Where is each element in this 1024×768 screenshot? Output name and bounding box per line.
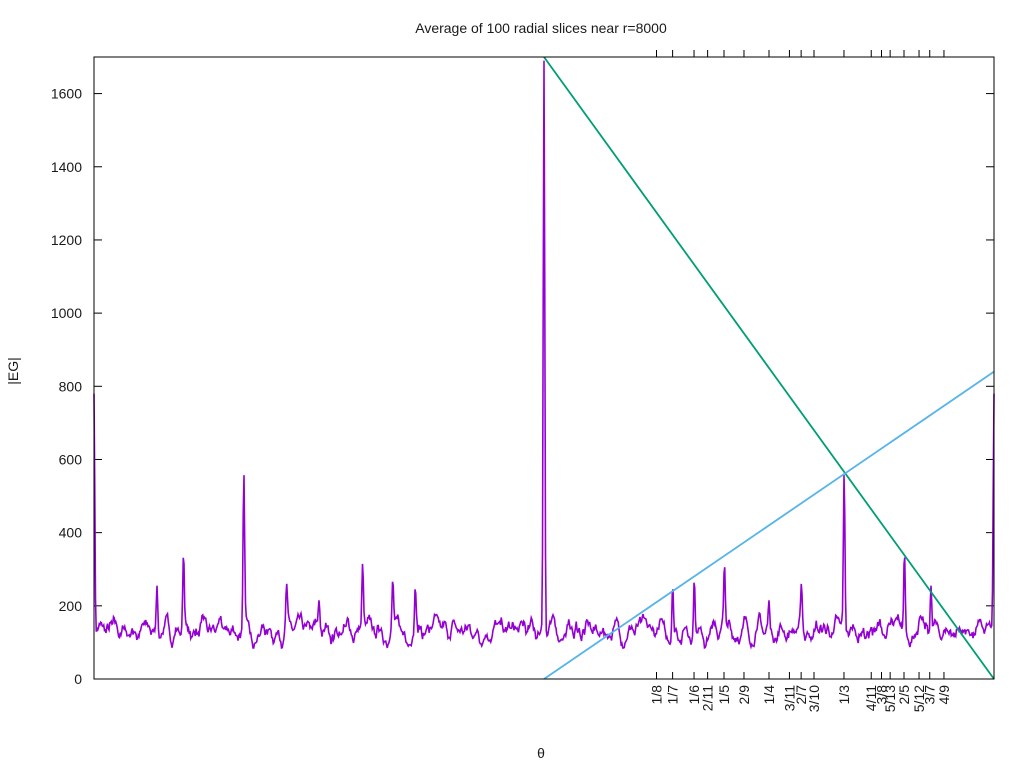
series-green-line xyxy=(543,56,995,680)
y-tick-label: 1200 xyxy=(51,232,82,248)
x-tick-label: 2/9 xyxy=(736,685,752,705)
x-tick-label: 3/11 xyxy=(781,685,797,711)
y-tick-label: 1600 xyxy=(51,86,82,102)
series-group xyxy=(93,56,995,680)
x-tick-label: 2/7 xyxy=(793,685,809,705)
x-tick-label: 2/5 xyxy=(896,685,912,705)
x-tick-label: 1/7 xyxy=(665,685,681,705)
y-tick-label: 1000 xyxy=(51,305,82,321)
x-tick-label: 3/10 xyxy=(806,685,822,712)
x-tick-label: 1/4 xyxy=(761,685,777,705)
y-tick-label: 600 xyxy=(59,451,83,467)
y-tick-label: 0 xyxy=(74,671,82,687)
plot-frame xyxy=(93,56,995,680)
x-tick-label: 3/7 xyxy=(922,685,938,705)
x-tick-label: 1/3 xyxy=(836,685,852,705)
x-tick-label: 5/13 xyxy=(882,685,898,712)
x-tick-label: 4/11 xyxy=(863,685,879,711)
x-axis: 1/8 1/7 1/62/11 1/5 2/9 1/4 3/112/73/10 1/3 4/11… xyxy=(649,50,952,712)
series-purple-line xyxy=(93,60,995,650)
x-tick-label: 1/8 xyxy=(649,685,665,705)
y-axis: 0 200 400 600 800 1000 1200 1400 1600 xyxy=(51,86,994,687)
x-tick-label: 1/6 xyxy=(686,685,702,705)
y-tick-label: 200 xyxy=(59,598,83,614)
y-tick-label: 1400 xyxy=(51,159,82,175)
y-tick-label: 800 xyxy=(59,378,83,394)
x-tick-label: 3/8 xyxy=(874,685,890,705)
y-tick-label: 400 xyxy=(59,525,83,541)
chart-title: Average of 100 radial slices near r=8000 xyxy=(415,20,667,36)
series-blue-line xyxy=(543,370,995,680)
x-axis-label: θ xyxy=(537,745,545,761)
y-axis-label: |EG| xyxy=(5,357,21,385)
x-tick-label: 5/12 xyxy=(911,685,927,712)
x-tick-label: 1/5 xyxy=(716,685,732,705)
x-tick-label: 4/9 xyxy=(936,685,952,705)
x-tick-label: 2/11 xyxy=(700,685,716,711)
